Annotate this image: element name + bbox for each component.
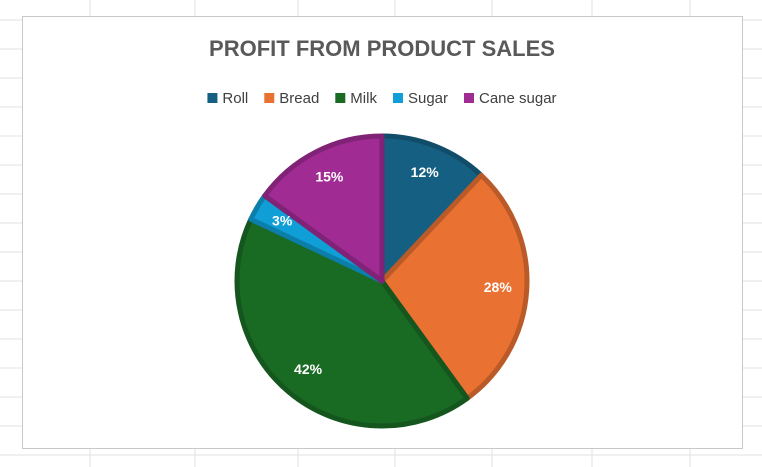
legend-swatch <box>392 93 403 103</box>
legend-swatch <box>464 93 475 103</box>
legend-item: Milk <box>335 90 377 107</box>
data-label: 12% <box>411 164 440 180</box>
pie-slice <box>234 216 470 429</box>
legend-label: Bread <box>279 90 319 107</box>
legend-swatch <box>264 93 275 103</box>
legend-swatch <box>207 93 218 103</box>
legend-swatch <box>335 93 346 103</box>
chart-title: PROFIT FROM PRODUCT SALES <box>209 36 555 61</box>
legend-label: Milk <box>350 90 377 107</box>
legend-item: Roll <box>207 90 248 107</box>
pie-slice <box>262 133 385 284</box>
legend: Roll Bread Milk Sugar Cane sugar <box>207 90 557 107</box>
data-label: 15% <box>315 168 344 184</box>
data-label: 28% <box>484 279 513 295</box>
legend-item: Bread <box>264 90 319 107</box>
pie-slice <box>379 133 484 284</box>
legend-item: Cane sugar <box>464 90 557 107</box>
pie: 12% 28% 42% 3% 15% <box>234 133 530 429</box>
pie-slice <box>379 172 530 401</box>
legend-label: Roll <box>222 90 248 107</box>
legend-item: Sugar <box>392 90 448 107</box>
data-label: 42% <box>294 361 323 377</box>
legend-label: Cane sugar <box>479 90 557 107</box>
legend-label: Sugar <box>408 90 448 107</box>
data-label: 3% <box>272 213 293 229</box>
